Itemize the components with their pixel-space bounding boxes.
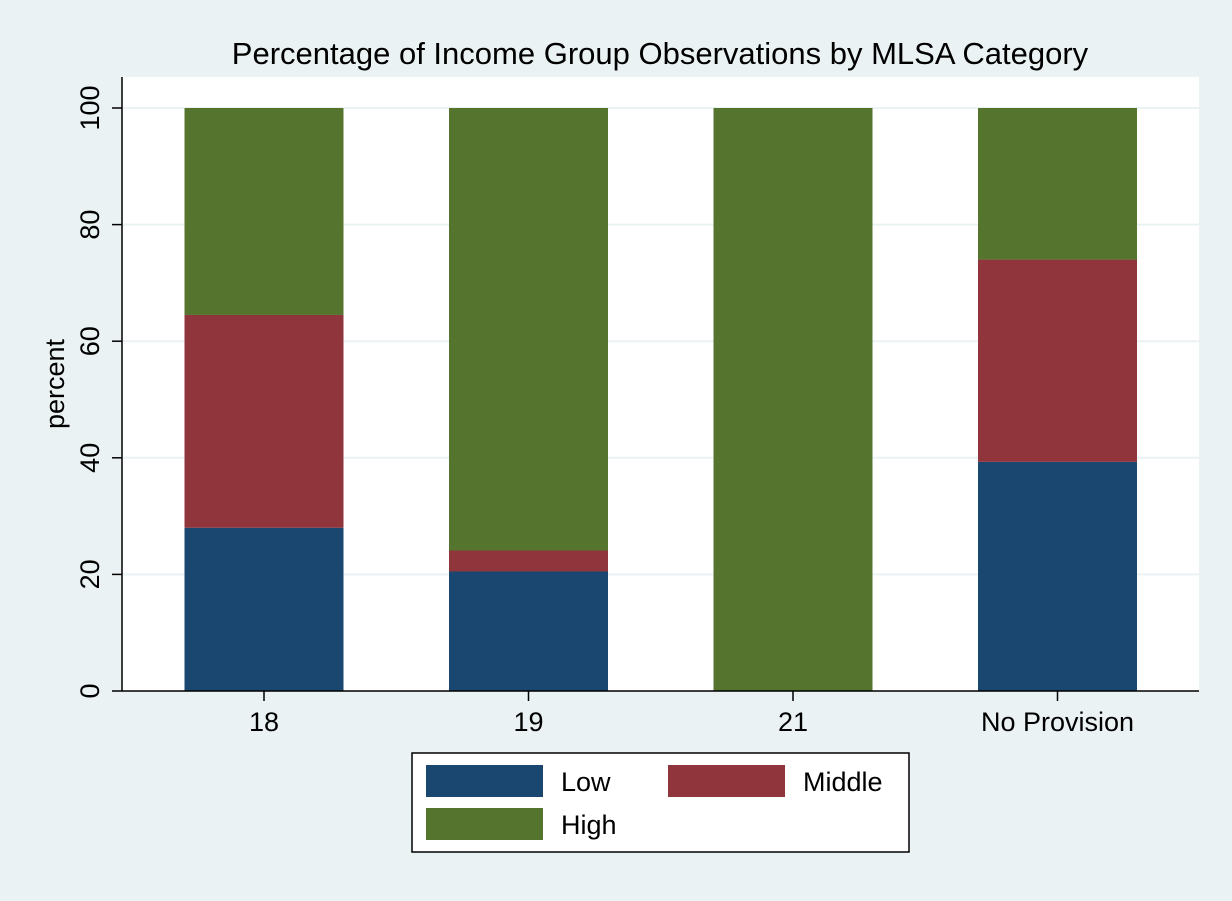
y-tick-label: 80 <box>75 210 105 240</box>
y-tick-label: 40 <box>75 443 105 473</box>
legend-label-middle: Middle <box>803 767 883 797</box>
bar-middle-0 <box>184 314 344 528</box>
bar-high-2 <box>713 108 873 691</box>
x-tick-label: No Provision <box>981 707 1134 737</box>
bar-high-0 <box>184 108 344 315</box>
legend-label-high: High <box>561 810 617 840</box>
x-ticks: 18 19 21 No Provision <box>249 691 1134 737</box>
y-tick-label: 100 <box>75 85 105 130</box>
bar-middle-3 <box>978 259 1137 462</box>
x-tick-label: 19 <box>513 707 543 737</box>
y-ticks: 0 20 40 60 80 100 <box>75 85 122 699</box>
bar-middle-1 <box>449 550 608 572</box>
legend-swatch-high <box>426 808 543 840</box>
legend-label-low: Low <box>561 767 611 797</box>
bars <box>184 108 1137 691</box>
x-tick-label: 18 <box>249 707 279 737</box>
legend-swatch-middle <box>668 765 785 797</box>
y-axis-label: percent <box>40 338 70 429</box>
bar-high-3 <box>978 108 1137 260</box>
y-tick-label: 60 <box>75 326 105 356</box>
y-tick-label: 0 <box>75 683 105 698</box>
bar-low-1 <box>449 571 608 691</box>
legend: Low Middle High <box>411 752 910 853</box>
chart-title: Percentage of Income Group Observations … <box>232 36 1089 71</box>
legend-swatch-low <box>426 765 543 797</box>
bar-high-1 <box>449 108 608 551</box>
y-tick-label: 20 <box>75 559 105 589</box>
x-tick-label: 21 <box>778 707 808 737</box>
bar-low-3 <box>978 461 1137 691</box>
bar-low-0 <box>184 527 344 691</box>
